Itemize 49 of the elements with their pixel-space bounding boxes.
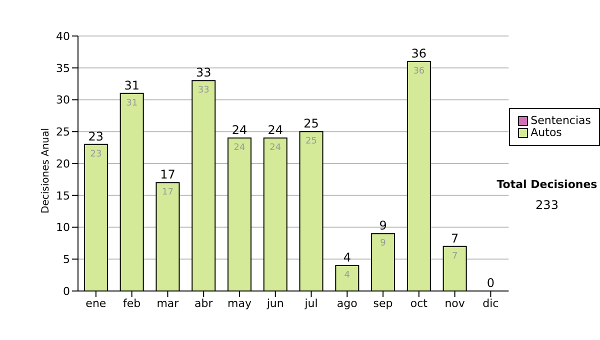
data-label: 24 (234, 143, 246, 153)
y-tick-label: 20 (56, 157, 70, 170)
x-tick-label: dic (482, 296, 499, 310)
y-tick-label: 0 (63, 284, 70, 298)
total-label: 24 (268, 123, 284, 137)
y-tick-label: 5 (63, 253, 70, 266)
y-tick-label: 15 (56, 189, 70, 202)
total-label: 7 (450, 231, 459, 246)
total-label: 33 (196, 66, 212, 80)
x-tick-label: may (228, 296, 252, 310)
total-label: 0 (486, 276, 495, 290)
annotation: Total Decisiones (496, 178, 598, 191)
total-label: 25 (304, 116, 319, 131)
x-tick-label: mar (156, 296, 180, 310)
y-tick-label: 30 (56, 94, 70, 107)
total-label: 31 (124, 78, 140, 92)
data-label: 4 (344, 270, 350, 280)
y-tick-label: 10 (56, 221, 70, 234)
total-label: 4 (343, 250, 351, 264)
legend-label: Sentencias (530, 114, 591, 127)
x-tick-label: jun (266, 296, 284, 310)
x-tick-label: sep (373, 296, 393, 310)
total-label: 9 (379, 218, 387, 233)
y-axis-title: Decisiones Anual (40, 128, 52, 214)
data-label: 23 (90, 149, 102, 160)
data-label: 24 (270, 143, 282, 153)
total-label: 23 (88, 129, 104, 144)
x-tick-label: ene (86, 296, 106, 310)
legend-label: Autos (530, 126, 562, 139)
data-label: 25 (306, 136, 318, 147)
x-tick-label: ago (336, 296, 358, 310)
data-label: 33 (198, 86, 210, 96)
total-label: 17 (160, 168, 176, 182)
x-tick-label: jul (304, 296, 318, 310)
data-label: 36 (413, 66, 425, 76)
total-label: 36 (411, 46, 427, 60)
y-tick-label: 25 (56, 126, 70, 139)
data-label: 31 (126, 98, 138, 108)
y-tick-label: 35 (56, 62, 70, 75)
total-label: 24 (232, 123, 248, 137)
y-tick-label: 40 (56, 30, 70, 43)
data-label: 17 (162, 188, 174, 198)
data-label: 9 (380, 238, 386, 249)
x-tick-label: nov (444, 296, 466, 310)
x-tick-label: oct (410, 296, 428, 310)
text: 233 (534, 198, 560, 212)
x-tick-label: abr (194, 296, 214, 310)
data-label: 7 (452, 251, 458, 262)
x-tick-label: feb (123, 296, 141, 310)
